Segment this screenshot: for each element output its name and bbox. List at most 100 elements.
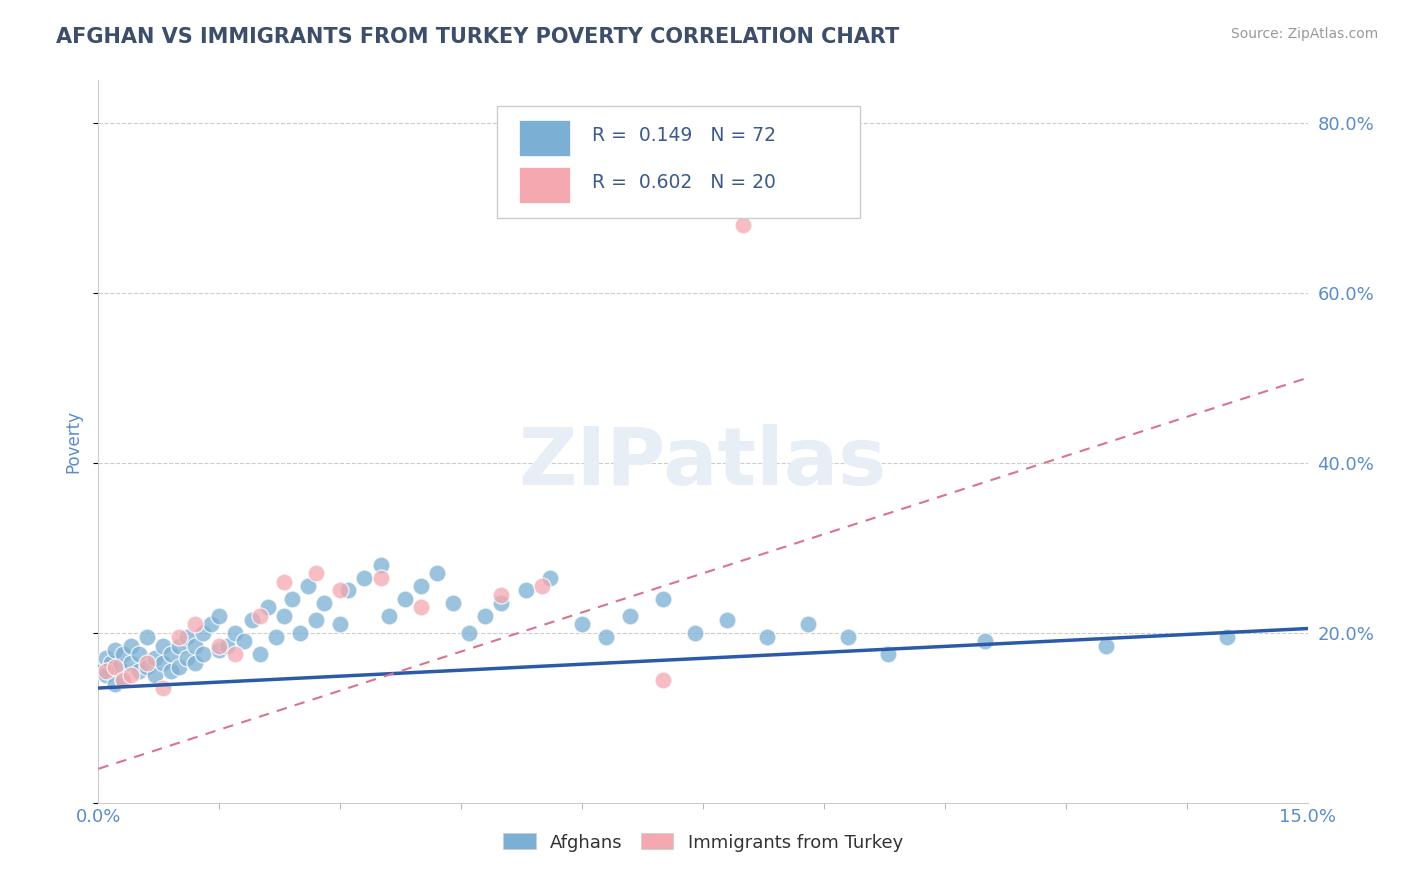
Point — [837, 630, 859, 644]
Point — [120, 656, 142, 670]
Point — [458, 625, 481, 640]
Point — [184, 617, 207, 632]
Point — [193, 625, 215, 640]
Point — [249, 647, 271, 661]
Point — [135, 660, 157, 674]
FancyBboxPatch shape — [519, 120, 569, 156]
Point — [184, 656, 207, 670]
Point — [441, 596, 464, 610]
Point — [281, 591, 304, 606]
Point — [491, 588, 513, 602]
Point — [877, 647, 900, 661]
Point — [103, 677, 125, 691]
Point — [273, 608, 295, 623]
Text: AFGHAN VS IMMIGRANTS FROM TURKEY POVERTY CORRELATION CHART: AFGHAN VS IMMIGRANTS FROM TURKEY POVERTY… — [56, 27, 900, 46]
Point — [232, 634, 254, 648]
Point — [152, 656, 174, 670]
Point — [152, 639, 174, 653]
Point — [111, 647, 134, 661]
Point — [314, 596, 336, 610]
Point — [409, 579, 432, 593]
Point — [143, 668, 166, 682]
Point — [426, 566, 449, 581]
Point — [474, 608, 496, 623]
Point — [167, 630, 190, 644]
Point — [135, 656, 157, 670]
Point — [167, 639, 190, 653]
Point — [756, 630, 779, 644]
Point — [733, 218, 755, 232]
Point — [249, 608, 271, 623]
Point — [571, 617, 593, 632]
Point — [193, 647, 215, 661]
Point — [135, 630, 157, 644]
Point — [595, 630, 617, 644]
Point — [256, 600, 278, 615]
FancyBboxPatch shape — [519, 167, 569, 203]
Point — [273, 574, 295, 589]
Point — [538, 570, 561, 584]
Point — [409, 600, 432, 615]
Point — [530, 579, 553, 593]
Point — [683, 625, 706, 640]
Point — [377, 608, 399, 623]
Point — [716, 613, 738, 627]
Point — [337, 583, 360, 598]
Point — [224, 647, 246, 661]
Point — [305, 566, 328, 581]
Point — [96, 664, 118, 678]
Point — [107, 660, 129, 674]
Point — [264, 630, 287, 644]
Point — [240, 613, 263, 627]
Point — [128, 647, 150, 661]
Point — [224, 625, 246, 640]
Point — [103, 660, 125, 674]
Text: Source: ZipAtlas.com: Source: ZipAtlas.com — [1230, 27, 1378, 41]
Point — [515, 583, 537, 598]
Point — [297, 579, 319, 593]
Point — [111, 673, 134, 687]
Point — [208, 608, 231, 623]
Point — [329, 583, 352, 598]
Point — [96, 668, 118, 682]
Point — [797, 617, 820, 632]
Point — [370, 558, 392, 572]
Point — [160, 647, 183, 661]
Point — [100, 656, 122, 670]
Point — [370, 570, 392, 584]
Text: R =  0.602   N = 20: R = 0.602 N = 20 — [592, 173, 776, 192]
Point — [1095, 639, 1118, 653]
Point — [491, 596, 513, 610]
Point — [651, 673, 673, 687]
Point — [184, 639, 207, 653]
Point — [152, 681, 174, 695]
Point — [91, 664, 114, 678]
Legend: Afghans, Immigrants from Turkey: Afghans, Immigrants from Turkey — [496, 826, 910, 859]
Point — [160, 664, 183, 678]
Point — [394, 591, 416, 606]
Point — [974, 634, 997, 648]
FancyBboxPatch shape — [498, 105, 860, 218]
Y-axis label: Poverty: Poverty — [65, 410, 83, 473]
Point — [176, 630, 198, 644]
Point — [120, 639, 142, 653]
Point — [353, 570, 375, 584]
Point — [167, 660, 190, 674]
Point — [208, 642, 231, 657]
Point — [208, 639, 231, 653]
Point — [305, 613, 328, 627]
Point — [200, 617, 222, 632]
Point — [143, 651, 166, 665]
Text: ZIPatlas: ZIPatlas — [519, 425, 887, 502]
Point — [111, 673, 134, 687]
Point — [651, 591, 673, 606]
Point — [1216, 630, 1239, 644]
Text: R =  0.149   N = 72: R = 0.149 N = 72 — [592, 126, 776, 145]
Point — [288, 625, 311, 640]
Point — [128, 664, 150, 678]
Point — [96, 651, 118, 665]
Point — [619, 608, 641, 623]
Point — [217, 639, 239, 653]
Point — [329, 617, 352, 632]
Point — [176, 651, 198, 665]
